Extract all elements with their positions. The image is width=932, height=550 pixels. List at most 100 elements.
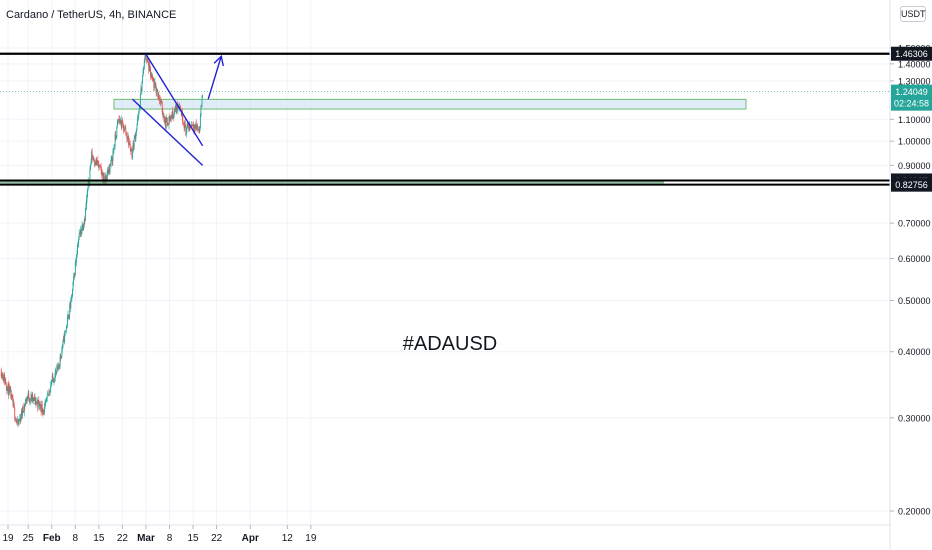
candle-body xyxy=(70,298,72,309)
candle-body xyxy=(22,406,24,416)
currency-button[interactable]: USDT xyxy=(900,6,926,22)
x-tick-label: 8 xyxy=(73,533,79,544)
candle-body xyxy=(82,226,84,230)
candle-body xyxy=(150,73,152,77)
candle-body xyxy=(172,115,174,118)
candle-body xyxy=(74,274,76,275)
candle-body xyxy=(19,418,21,421)
candle-body xyxy=(31,394,33,401)
candle-body xyxy=(169,116,171,121)
candle-body xyxy=(147,57,149,62)
candle-body xyxy=(115,136,117,138)
candle-body xyxy=(138,108,140,112)
candle-body xyxy=(18,420,20,424)
candle-body xyxy=(86,194,88,200)
candle-body xyxy=(47,393,49,395)
candle-body xyxy=(14,407,16,418)
candle-body xyxy=(192,124,194,126)
candle-body xyxy=(52,375,54,379)
x-tick-label: Mar xyxy=(137,533,155,544)
candle-body xyxy=(185,128,187,135)
candle-body xyxy=(8,386,10,396)
candle-body xyxy=(23,410,25,413)
candle-body xyxy=(66,317,68,326)
candle-body xyxy=(78,238,80,244)
candle-body xyxy=(6,386,8,391)
candle-body xyxy=(111,157,113,159)
candle-body xyxy=(17,420,18,423)
candle-body xyxy=(42,410,44,413)
candle-body xyxy=(106,171,108,180)
candle-body xyxy=(51,381,53,384)
candle-body xyxy=(98,164,100,167)
price-level-label: 0.82756 xyxy=(895,180,928,190)
candle-body xyxy=(189,124,191,131)
candle-body xyxy=(162,111,164,115)
candle-body xyxy=(4,380,6,383)
candle-body xyxy=(182,120,184,124)
candle-body xyxy=(1,373,3,378)
candle-body xyxy=(67,314,69,318)
candle-body xyxy=(159,99,161,101)
candle-body xyxy=(39,403,41,407)
candle-body xyxy=(61,346,63,350)
candle-body xyxy=(114,146,116,148)
candle-body xyxy=(107,170,109,174)
candle-body xyxy=(196,125,198,130)
candle-body xyxy=(32,397,34,401)
candle-body xyxy=(91,151,93,159)
candle-body xyxy=(85,206,87,210)
candle-body xyxy=(156,90,158,93)
candle-body xyxy=(110,163,112,165)
candle-body xyxy=(180,110,182,116)
candle-body xyxy=(194,125,196,128)
countdown-label: 02:24:58 xyxy=(894,99,929,109)
candle-body xyxy=(132,143,134,151)
y-tick-label: 0.20000 xyxy=(898,507,931,517)
candle-body xyxy=(160,101,162,103)
candle-body xyxy=(174,108,176,115)
candle-body xyxy=(124,127,126,131)
candle-body xyxy=(108,168,110,174)
candle-body xyxy=(44,403,46,408)
candle-body xyxy=(52,378,54,383)
candle-body xyxy=(33,397,35,401)
candle-body xyxy=(28,393,30,400)
candle-body xyxy=(19,418,21,421)
candle-body xyxy=(10,389,12,399)
candle-body xyxy=(129,142,131,145)
candle-body xyxy=(103,173,105,181)
candle-body xyxy=(106,176,108,180)
candle-body xyxy=(116,126,118,137)
candle-body xyxy=(17,420,19,424)
candle-body xyxy=(9,386,11,390)
candle-body xyxy=(95,164,96,166)
candle-body xyxy=(28,399,30,402)
candle-body xyxy=(14,417,16,420)
candle-body xyxy=(191,125,193,126)
candle-body xyxy=(148,65,150,72)
candle-body xyxy=(127,135,129,140)
candle-body xyxy=(34,397,36,401)
candle-body xyxy=(68,314,70,319)
candle-body xyxy=(72,288,73,297)
candle-body xyxy=(154,82,156,83)
candle-body xyxy=(74,262,76,275)
candle-body xyxy=(184,121,186,129)
candle-body xyxy=(126,133,128,140)
candle-body xyxy=(195,123,197,128)
candle-body xyxy=(144,56,146,57)
candle-body xyxy=(119,121,121,124)
candle-body xyxy=(1,376,3,378)
candle-body xyxy=(164,117,166,123)
candles xyxy=(0,52,204,428)
x-tick-label: 8 xyxy=(167,533,173,544)
candle-body xyxy=(133,143,135,149)
candle-body xyxy=(113,147,115,151)
wedge-trendline xyxy=(145,53,204,147)
candle-body xyxy=(158,95,160,99)
candle-body xyxy=(10,393,12,399)
candle-body xyxy=(118,119,120,120)
candle-body xyxy=(56,366,58,370)
